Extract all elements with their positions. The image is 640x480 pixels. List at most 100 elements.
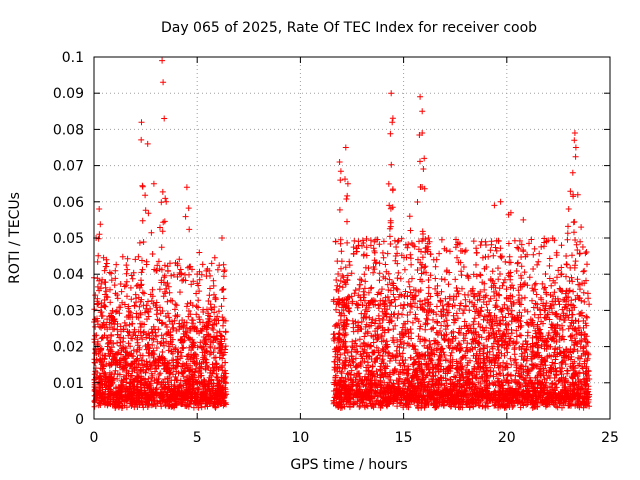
data-point xyxy=(108,270,115,277)
data-point xyxy=(121,319,128,326)
data-point xyxy=(393,395,400,402)
data-point xyxy=(133,348,140,355)
data-point xyxy=(161,356,168,362)
data-point xyxy=(561,379,568,386)
data-point xyxy=(493,396,499,402)
data-point xyxy=(171,317,178,324)
data-point xyxy=(140,379,147,386)
data-point xyxy=(344,349,351,356)
data-point xyxy=(567,323,574,329)
data-point xyxy=(155,258,162,265)
data-point xyxy=(108,310,115,317)
data-point xyxy=(221,394,228,401)
data-point xyxy=(200,309,207,315)
data-point xyxy=(334,355,341,361)
data-point xyxy=(541,314,548,321)
data-point xyxy=(446,344,453,351)
data-point xyxy=(572,402,579,409)
data-point xyxy=(491,312,498,319)
data-point xyxy=(111,325,118,332)
data-point xyxy=(154,262,161,269)
data-point xyxy=(348,293,355,300)
data-point xyxy=(337,351,344,358)
data-point xyxy=(222,380,229,387)
data-point xyxy=(217,383,224,390)
data-point xyxy=(219,314,226,321)
data-point xyxy=(344,370,351,377)
data-point xyxy=(156,353,163,360)
data-point xyxy=(407,309,414,316)
data-point xyxy=(148,378,154,385)
data-point xyxy=(449,379,456,386)
data-point xyxy=(177,266,184,273)
data-point xyxy=(341,312,348,319)
data-point xyxy=(524,353,531,360)
data-point xyxy=(209,395,216,402)
data-point xyxy=(220,273,227,280)
data-point xyxy=(94,369,101,376)
data-point xyxy=(169,297,176,304)
data-point xyxy=(351,372,358,379)
data-point xyxy=(190,278,197,285)
data-point xyxy=(220,322,226,329)
data-point xyxy=(354,328,361,335)
data-point xyxy=(93,356,100,363)
data-point xyxy=(465,371,472,378)
data-point xyxy=(211,254,218,261)
data-point xyxy=(211,333,217,340)
data-point xyxy=(101,267,108,274)
data-point xyxy=(477,346,484,353)
data-point xyxy=(519,343,526,350)
data-point xyxy=(582,401,589,408)
data-point xyxy=(536,392,543,399)
data-point xyxy=(344,396,351,403)
data-point xyxy=(559,326,566,333)
data-point xyxy=(513,362,520,369)
data-point xyxy=(110,397,117,403)
data-point xyxy=(427,356,434,363)
data-point xyxy=(413,367,420,374)
data-point xyxy=(552,295,559,302)
data-point xyxy=(534,377,541,384)
data-point xyxy=(541,356,548,363)
data-point xyxy=(166,385,173,392)
data-point xyxy=(121,402,128,409)
data-point xyxy=(493,352,500,359)
data-point xyxy=(400,305,406,312)
data-point xyxy=(359,302,366,308)
data-point xyxy=(180,322,187,329)
data-point xyxy=(408,378,415,385)
data-point xyxy=(334,336,341,343)
data-point xyxy=(578,309,585,316)
data-point xyxy=(108,374,114,381)
data-point xyxy=(578,379,585,386)
data-point xyxy=(349,317,356,324)
data-point xyxy=(114,388,121,395)
data-point xyxy=(466,307,473,314)
data-point xyxy=(390,291,397,298)
data-point xyxy=(169,321,176,327)
data-point xyxy=(217,347,224,354)
data-point xyxy=(554,404,561,411)
data-point xyxy=(485,333,492,340)
data-point xyxy=(112,267,119,274)
data-point xyxy=(97,390,103,397)
data-point xyxy=(152,329,159,336)
data-point xyxy=(541,384,548,390)
data-point xyxy=(349,300,356,307)
data-point xyxy=(458,391,465,398)
data-point xyxy=(496,388,503,395)
data-point xyxy=(562,361,569,368)
data-point xyxy=(160,383,167,390)
data-point xyxy=(513,339,520,346)
data-point xyxy=(194,344,201,351)
data-point xyxy=(215,366,222,372)
data-point xyxy=(144,401,151,408)
data-point xyxy=(441,382,448,389)
data-point xyxy=(129,368,136,375)
data-point xyxy=(571,341,578,348)
data-point xyxy=(457,302,463,309)
data-point xyxy=(461,323,468,330)
data-point xyxy=(335,400,342,407)
data-point xyxy=(153,299,160,306)
